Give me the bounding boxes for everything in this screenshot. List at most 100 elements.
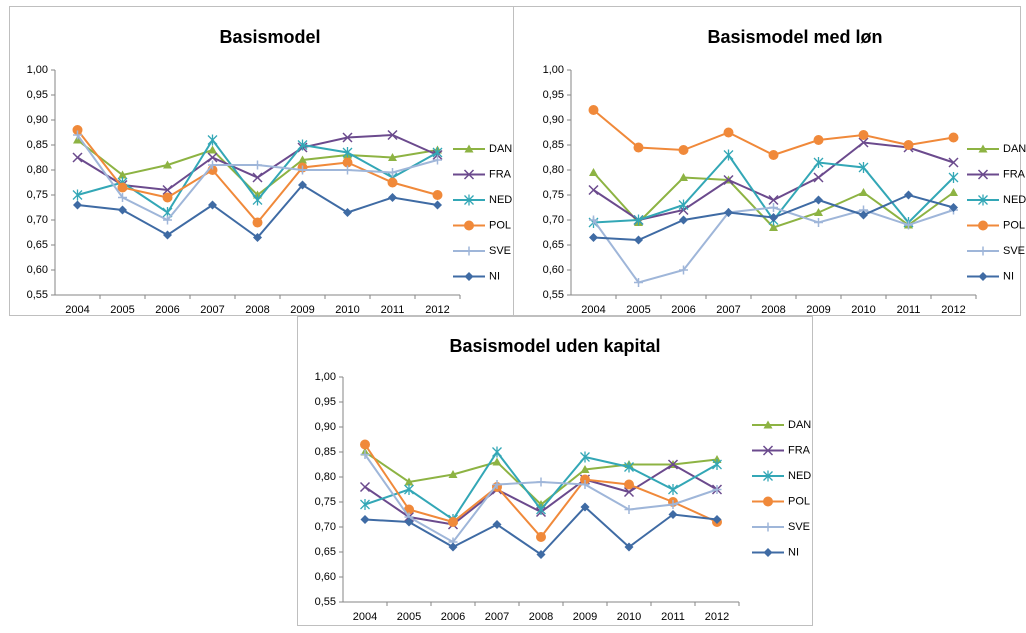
triangle (769, 223, 778, 231)
marker (492, 446, 502, 458)
legend-label: FRA (489, 168, 512, 180)
x-tick-label: 2006 (441, 611, 465, 623)
triangle (208, 145, 217, 154)
marker (252, 194, 263, 206)
marker (678, 199, 689, 211)
triangle (448, 470, 458, 478)
marker (253, 160, 262, 170)
x-tick-label: 2004 (353, 611, 377, 623)
triangle (298, 155, 307, 164)
x-tick-label: 2008 (529, 611, 553, 623)
marker (162, 192, 173, 203)
marker (724, 208, 733, 217)
x-tick-label: 2009 (573, 611, 597, 623)
diamond (360, 515, 370, 524)
marker (207, 152, 218, 163)
circle (763, 496, 773, 507)
marker (723, 127, 734, 138)
y-tick-label: 0,60 (543, 264, 564, 276)
asterisk (536, 504, 546, 515)
asterisk (360, 499, 370, 510)
marker (978, 194, 988, 206)
diamond (433, 200, 442, 210)
marker (464, 220, 474, 231)
asterisk (404, 484, 414, 495)
chart-frame (9, 6, 514, 316)
y-tick-label: 0,85 (543, 139, 564, 151)
marker (72, 189, 83, 201)
plus (163, 215, 172, 225)
triangle (580, 465, 590, 473)
marker (768, 150, 779, 160)
x-tick-label: 2005 (110, 304, 134, 316)
cross (623, 486, 635, 498)
y-tick-label: 0,75 (543, 189, 564, 201)
y-tick-label: 0,85 (27, 139, 48, 151)
marker (359, 481, 371, 493)
asterisk (492, 446, 502, 458)
triangle (492, 457, 502, 466)
plus (536, 477, 546, 487)
asterisk (207, 134, 218, 146)
circle (72, 125, 83, 135)
circle (448, 517, 458, 527)
asterisk (678, 199, 689, 211)
diamond (724, 208, 733, 217)
diamond (634, 235, 643, 245)
chart-frame (297, 316, 813, 626)
marker (463, 169, 475, 180)
marker (208, 145, 217, 154)
diamond (589, 233, 598, 242)
diamond (668, 510, 678, 519)
circle (723, 127, 734, 138)
marker (73, 130, 82, 140)
plus (634, 278, 643, 287)
circle (978, 220, 988, 231)
marker (948, 132, 959, 143)
marker (118, 205, 127, 215)
cross (252, 172, 263, 183)
marker (858, 162, 869, 173)
marker (723, 174, 734, 186)
plus (118, 193, 127, 202)
marker (536, 550, 546, 559)
marker (580, 502, 590, 512)
plus (433, 155, 442, 165)
marker (949, 188, 958, 196)
y-tick-label: 0,90 (315, 421, 336, 433)
marker (588, 184, 599, 196)
marker (978, 220, 988, 231)
marker (903, 140, 914, 150)
plus (360, 450, 370, 459)
marker (536, 532, 546, 542)
cross (762, 445, 774, 456)
triangle (163, 160, 172, 169)
marker (388, 193, 397, 202)
marker (763, 548, 773, 557)
plus (814, 218, 823, 227)
plus (589, 215, 598, 225)
marker (978, 144, 988, 153)
asterisk (624, 461, 634, 473)
marker (588, 105, 599, 115)
marker (858, 137, 869, 148)
marker (404, 477, 414, 486)
circle (624, 479, 634, 490)
asterisk (72, 189, 83, 201)
marker (163, 215, 172, 225)
plus (580, 480, 590, 489)
circle (813, 135, 824, 145)
plus (298, 165, 307, 175)
asterisk (978, 194, 988, 206)
asterisk (252, 194, 263, 206)
x-tick-label: 2011 (381, 304, 405, 316)
marker (977, 169, 989, 180)
marker (252, 172, 263, 183)
marker (859, 188, 868, 196)
marker (859, 210, 868, 220)
asterisk (723, 149, 734, 161)
legend-label: NED (489, 194, 512, 206)
marker (297, 139, 308, 151)
marker (492, 480, 502, 489)
